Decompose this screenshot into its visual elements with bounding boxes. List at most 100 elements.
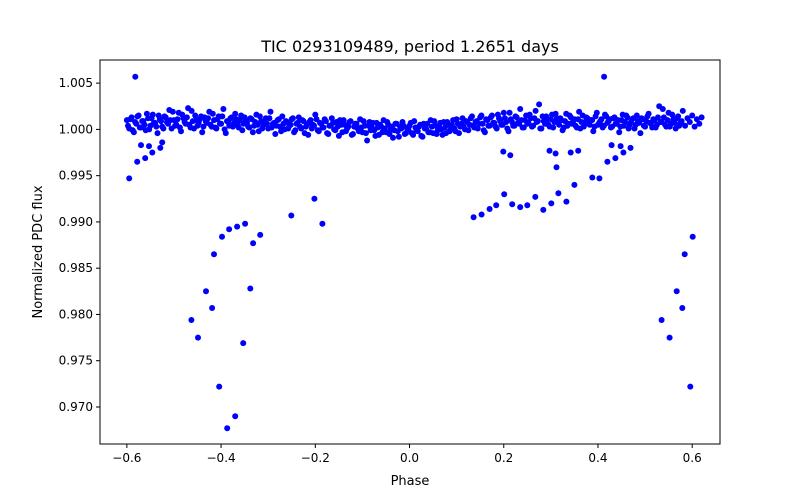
data-point <box>686 119 693 125</box>
data-point <box>459 115 466 122</box>
data-point <box>671 119 678 126</box>
data-point <box>501 191 508 198</box>
data-point <box>410 131 417 138</box>
data-point <box>221 126 228 133</box>
data-point <box>232 413 239 420</box>
data-point <box>461 126 468 133</box>
data-point <box>500 148 507 155</box>
data-point <box>146 126 153 133</box>
data-point <box>579 112 586 119</box>
data-point <box>440 119 447 125</box>
data-point <box>433 131 440 137</box>
data-point <box>330 119 336 126</box>
data-point <box>469 113 475 120</box>
data-point <box>240 340 247 347</box>
data-point <box>198 113 205 120</box>
data-point <box>563 198 570 205</box>
data-point <box>395 133 402 140</box>
data-point <box>426 129 433 136</box>
data-points <box>123 73 705 432</box>
data-point <box>235 124 242 131</box>
y-tick-label: 0.995 <box>59 169 93 183</box>
data-point <box>691 123 698 130</box>
data-point <box>478 112 485 119</box>
data-point <box>344 125 351 132</box>
data-point <box>590 128 597 135</box>
data-point <box>325 131 332 137</box>
data-point <box>141 121 148 128</box>
data-point <box>346 119 353 125</box>
data-point <box>506 109 513 116</box>
data-point <box>558 117 565 124</box>
y-tick-label: 0.970 <box>59 400 93 414</box>
data-point <box>167 117 174 124</box>
data-point <box>250 240 257 247</box>
data-point <box>364 137 371 144</box>
data-point <box>586 121 593 128</box>
data-point <box>659 106 666 112</box>
data-point <box>393 120 400 127</box>
data-point <box>299 117 306 124</box>
data-point <box>622 119 629 125</box>
data-point <box>134 113 141 120</box>
data-point <box>572 122 579 129</box>
data-point <box>546 123 553 130</box>
data-point <box>556 121 563 128</box>
data-point <box>405 126 412 133</box>
data-point <box>365 122 372 129</box>
data-point <box>523 112 530 119</box>
data-point <box>470 214 477 221</box>
data-point <box>499 121 506 128</box>
data-point <box>584 115 591 122</box>
data-point <box>148 115 155 122</box>
data-point <box>219 113 226 120</box>
data-point <box>548 200 555 207</box>
data-point <box>532 107 539 114</box>
data-point <box>689 233 696 240</box>
data-point <box>287 121 294 128</box>
data-point <box>438 126 445 133</box>
data-point <box>339 129 346 136</box>
data-point <box>591 123 598 130</box>
data-point <box>532 193 539 200</box>
data-point <box>233 116 240 123</box>
y-tick-label: 1.000 <box>59 122 93 136</box>
data-point <box>226 226 233 233</box>
data-point <box>224 425 231 432</box>
data-point <box>471 124 478 131</box>
data-point <box>191 125 197 132</box>
data-point <box>673 288 680 295</box>
data-point <box>476 120 482 127</box>
data-point <box>181 119 188 125</box>
data-point <box>633 112 640 119</box>
data-point <box>555 190 562 197</box>
data-point <box>553 115 560 122</box>
data-point <box>563 110 570 117</box>
data-point <box>301 130 308 137</box>
data-point <box>192 112 199 119</box>
data-point <box>211 251 217 258</box>
data-point <box>254 121 261 128</box>
data-point <box>400 122 407 129</box>
data-point <box>652 124 659 131</box>
data-point <box>419 133 426 140</box>
data-point <box>452 128 459 135</box>
data-point <box>334 123 341 130</box>
x-tick-label: 0.4 <box>588 451 607 465</box>
data-point <box>483 116 490 123</box>
data-point <box>266 115 273 122</box>
data-point <box>381 125 388 132</box>
data-point <box>129 127 136 134</box>
data-point <box>466 121 473 128</box>
data-point <box>158 118 164 125</box>
data-point <box>242 117 249 124</box>
data-point <box>268 124 275 131</box>
y-tick-label: 1.005 <box>59 76 93 90</box>
data-point <box>414 128 421 135</box>
data-point <box>275 116 282 123</box>
data-point <box>567 149 574 156</box>
data-point <box>391 127 398 134</box>
data-point <box>626 121 633 128</box>
data-point <box>624 114 631 121</box>
